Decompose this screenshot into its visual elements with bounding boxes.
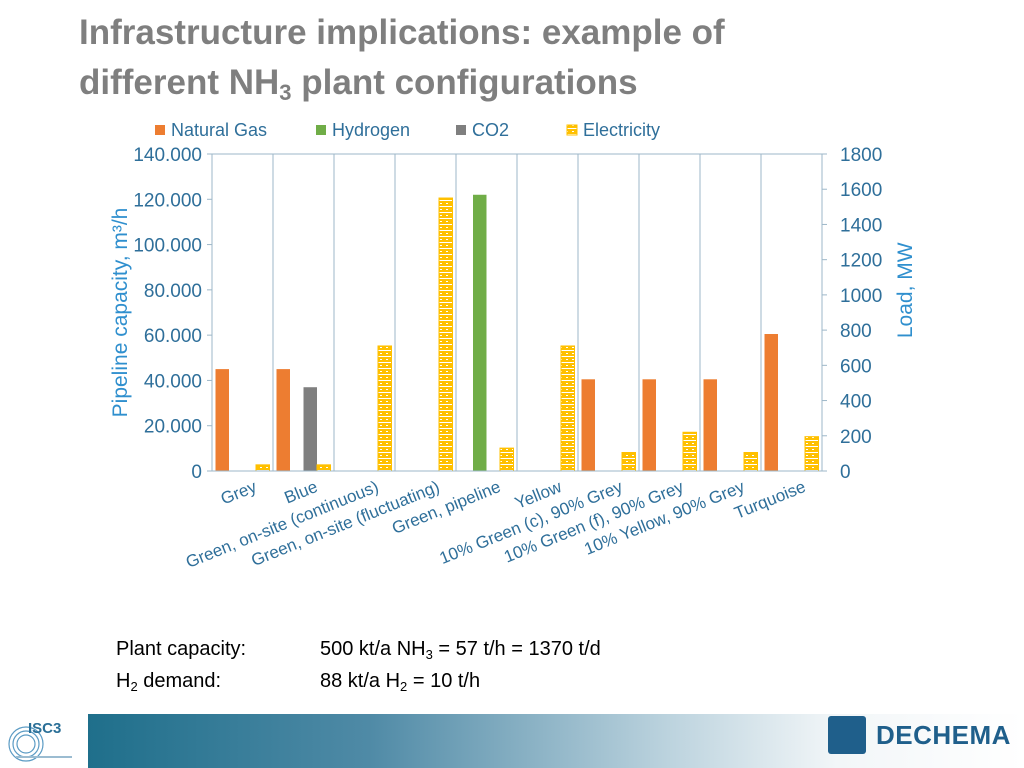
y-axis-title: Pipeline capacity, m³/h bbox=[109, 208, 132, 418]
bar-natural-gas bbox=[581, 379, 595, 471]
bar-electricity bbox=[316, 464, 331, 472]
bar-electricity bbox=[804, 436, 819, 472]
right-tick-label: 600 bbox=[840, 356, 872, 377]
slide-title: Infrastructure implications: example of … bbox=[79, 8, 979, 108]
bar-electricity bbox=[499, 447, 514, 472]
right-tick-label: 200 bbox=[840, 427, 872, 448]
title-line-2: different NH3 plant configurations bbox=[79, 58, 979, 108]
bar-natural-gas bbox=[276, 369, 290, 471]
h2-label-post: demand: bbox=[137, 670, 222, 692]
right-tick-label: 1800 bbox=[840, 145, 882, 166]
footer-band bbox=[88, 714, 1024, 768]
y2-axis-title: Load, MW bbox=[894, 242, 917, 338]
capacity-value: 500 kt/a NH3 = 57 t/h = 1370 t/d bbox=[320, 638, 601, 661]
isc3-logo-text: ISC3 bbox=[28, 720, 62, 737]
h2-label: H2 demand: bbox=[116, 670, 221, 693]
right-tick-label: 1600 bbox=[840, 180, 882, 201]
dechema-mark-icon bbox=[828, 716, 866, 754]
bar-chart: Natural Gas Hydrogen CO2 Electricity 0 20.00… bbox=[109, 120, 917, 572]
legend-label: Hydrogen bbox=[332, 120, 410, 140]
dechema-logo: DECHEMA bbox=[828, 716, 1010, 756]
left-tick-label: 60.000 bbox=[144, 326, 202, 347]
h2-value-pre: 88 kt/a H bbox=[320, 670, 401, 692]
h2-value-sub: 2 bbox=[400, 679, 408, 694]
chart-legend: Natural Gas Hydrogen CO2 Electricity bbox=[155, 120, 660, 140]
bar-co2 bbox=[303, 387, 317, 471]
legend-label: CO2 bbox=[472, 120, 509, 140]
footer: ISC3 DECHEMA bbox=[0, 714, 1024, 768]
title-post: plant configurations bbox=[291, 63, 638, 102]
h2-value-post: = 10 t/h bbox=[407, 670, 481, 692]
plot-area bbox=[215, 154, 819, 472]
bar-electricity bbox=[682, 431, 697, 472]
bar-electricity bbox=[377, 345, 392, 472]
bar-natural-gas bbox=[764, 334, 778, 471]
h2-label-sub: 2 bbox=[130, 679, 138, 694]
bar-electricity bbox=[438, 197, 453, 472]
bar-natural-gas bbox=[215, 369, 229, 471]
dechema-logo-text: DECHEMA bbox=[876, 720, 1011, 750]
left-tick-label: 140.000 bbox=[133, 145, 202, 166]
capacity-label: Plant capacity: bbox=[116, 638, 247, 660]
capacity-value-pre: 500 kt/a NH bbox=[320, 638, 426, 660]
right-tick-label: 400 bbox=[840, 392, 872, 413]
right-tick-label: 0 bbox=[840, 462, 851, 483]
axes: 0 20.000 40.000 60.000 80.000 100.000 120.000 1… bbox=[109, 145, 917, 572]
left-tick-label: 80.000 bbox=[144, 281, 202, 302]
h2-label-pre: H bbox=[116, 670, 131, 692]
capacity-value-post: = 57 t/h = 1370 t/d bbox=[432, 638, 601, 660]
legend-swatch bbox=[155, 125, 165, 135]
bar-electricity bbox=[255, 464, 270, 472]
bar-hydrogen bbox=[473, 194, 487, 471]
category-label: Turquoise bbox=[732, 477, 809, 523]
bar-electricity bbox=[560, 345, 575, 472]
right-tick-label: 1200 bbox=[840, 251, 882, 272]
bar-electricity bbox=[743, 452, 758, 472]
legend-swatch bbox=[316, 125, 326, 135]
legend-swatch bbox=[456, 125, 466, 135]
left-tick-label: 120.000 bbox=[133, 190, 202, 211]
title-line-1: Infrastructure implications: example of bbox=[79, 13, 725, 52]
left-tick-label: 40.000 bbox=[144, 371, 202, 392]
left-tick-label: 100.000 bbox=[133, 236, 202, 257]
right-tick-label: 800 bbox=[840, 321, 872, 342]
h2-value: 88 kt/a H2 = 10 t/h bbox=[320, 670, 480, 693]
bar-electricity bbox=[621, 452, 636, 472]
title-pre: different NH bbox=[79, 63, 280, 102]
legend-swatch bbox=[566, 124, 578, 136]
legend-label: Electricity bbox=[583, 120, 660, 140]
right-tick-label: 1000 bbox=[840, 286, 882, 307]
isc3-logo-icon bbox=[8, 726, 72, 762]
legend-label: Natural Gas bbox=[171, 120, 267, 140]
left-tick-label: 20.000 bbox=[144, 417, 202, 438]
bar-natural-gas bbox=[642, 379, 656, 471]
title-sub: 3 bbox=[279, 80, 292, 105]
right-tick-label: 1400 bbox=[840, 215, 882, 236]
category-label: Grey bbox=[218, 477, 260, 509]
capacity-value-sub: 3 bbox=[425, 647, 433, 662]
bar-natural-gas bbox=[703, 379, 717, 471]
left-tick-label: 0 bbox=[191, 462, 202, 483]
